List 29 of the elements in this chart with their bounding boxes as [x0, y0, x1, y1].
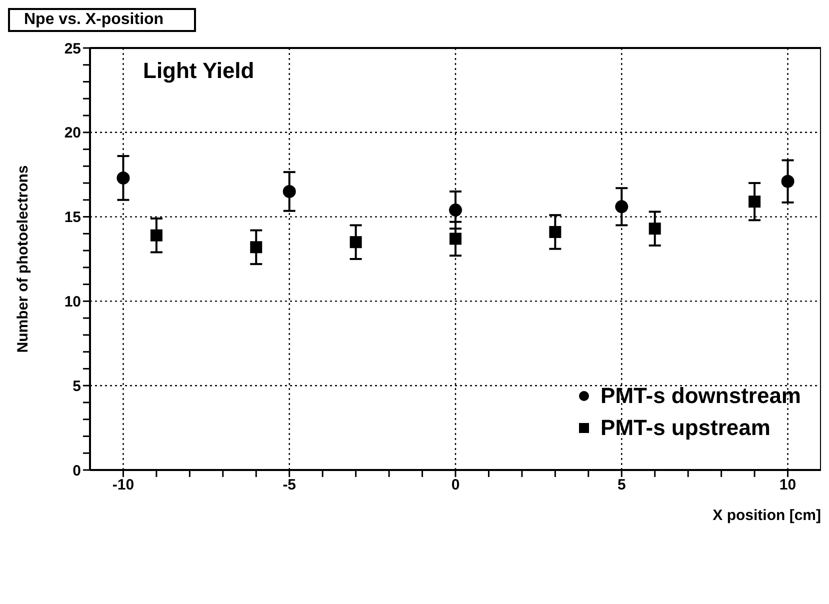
chart-title: Npe vs. X-position [8, 8, 196, 32]
point [648, 222, 661, 235]
point [748, 196, 761, 208]
y-tick-label: 20 [64, 124, 81, 142]
x-axis-title: X position [cm] [712, 507, 821, 524]
point [549, 226, 562, 238]
x-tick-label: -5 [282, 476, 296, 494]
x-tick-label: 0 [451, 476, 460, 494]
point [449, 204, 462, 217]
x-tick-label: 5 [617, 476, 626, 494]
legend-label: PMT-s downstream [600, 383, 801, 409]
point [615, 200, 628, 214]
y-tick-label: 5 [72, 378, 81, 395]
x-tick-label: 10 [779, 476, 796, 494]
point [116, 171, 130, 184]
y-tick-label: 10 [64, 294, 81, 311]
point [150, 229, 162, 242]
point [450, 232, 462, 245]
point [350, 236, 362, 248]
point [250, 241, 262, 254]
y-tick-label: 0 [72, 462, 81, 480]
point [781, 174, 794, 188]
y-tick-label: 15 [64, 209, 81, 226]
point [282, 184, 296, 198]
legend-label: PMT-s upstream [600, 415, 770, 441]
y-tick-label: 25 [64, 40, 81, 58]
x-tick-label: -10 [112, 476, 134, 494]
annotation: Light Yield [143, 58, 254, 84]
y-axis-title: Number of photoelectrons [14, 165, 32, 353]
